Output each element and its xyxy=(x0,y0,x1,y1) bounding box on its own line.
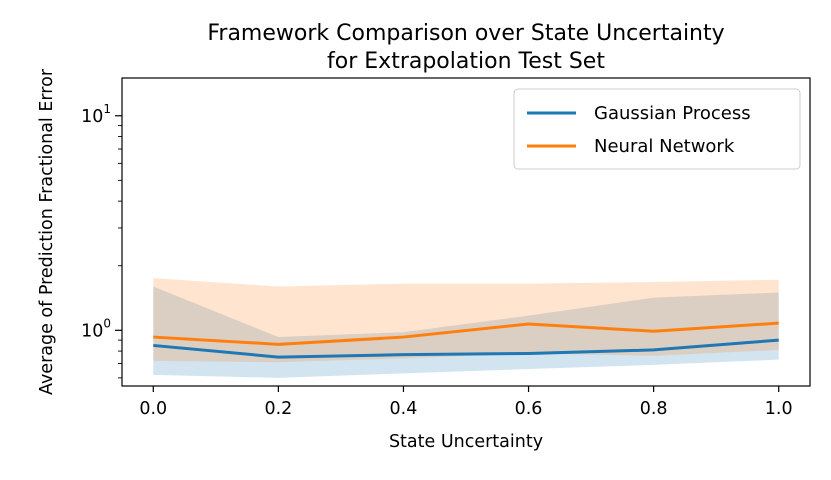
y-axis-ticks: 100 101 xyxy=(81,102,122,379)
legend: Gaussian Process Neural Network xyxy=(513,88,801,170)
y-axis-label: Average of Prediction Fractional Error xyxy=(37,68,57,395)
legend-box xyxy=(513,88,801,170)
x-tick-label: 0.6 xyxy=(515,399,543,419)
legend-label-1: Neural Network xyxy=(594,136,735,157)
x-tick-label: 0.0 xyxy=(139,399,167,419)
x-tick-label: 0.8 xyxy=(640,399,668,419)
y-tick-label: 101 xyxy=(81,102,111,127)
series-lines xyxy=(153,321,779,359)
chart-title-line1: Framework Comparison over State Uncertai… xyxy=(207,21,724,46)
series-1-band xyxy=(153,278,779,363)
chart-title-line2: for Extrapolation Test Set xyxy=(327,49,605,74)
plot-frame xyxy=(121,77,811,387)
x-tick-label: 0.4 xyxy=(390,399,418,419)
series-0-line xyxy=(153,338,779,359)
x-tick-label: 0.2 xyxy=(264,399,292,419)
legend-label-0: Gaussian Process xyxy=(594,103,751,124)
series-1-line xyxy=(153,321,779,346)
y-tick-label: 100 xyxy=(81,316,111,341)
x-axis-label: State Uncertainty xyxy=(389,432,543,452)
x-axis-ticks: 0.0 0.2 0.4 0.6 0.8 1.0 xyxy=(139,386,793,419)
x-tick-label: 1.0 xyxy=(765,399,793,419)
